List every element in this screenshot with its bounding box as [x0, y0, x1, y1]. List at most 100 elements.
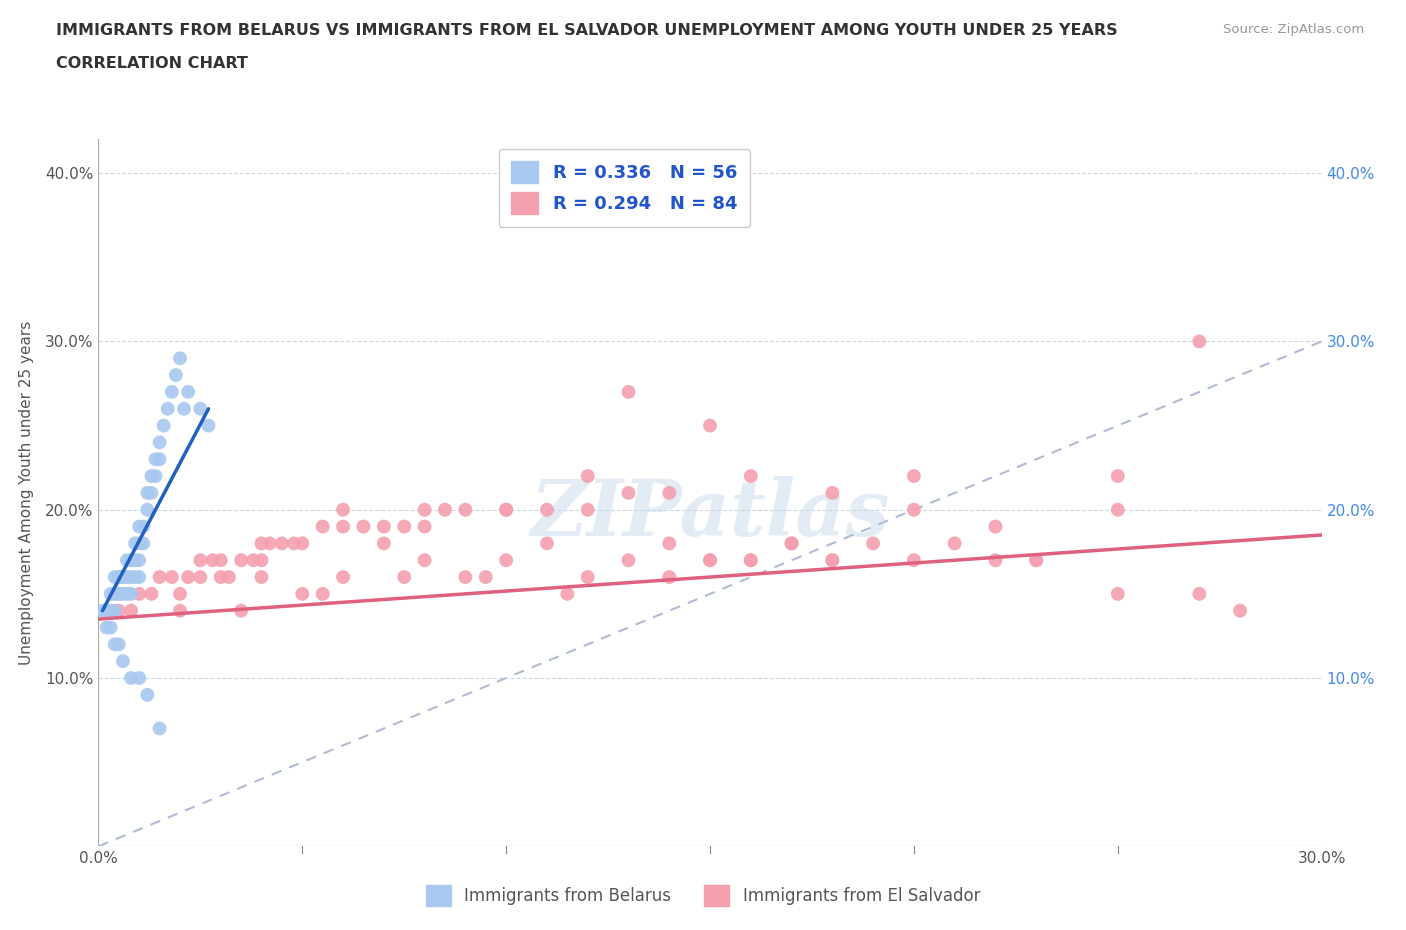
Point	[821, 552, 844, 567]
Point	[1025, 552, 1047, 567]
Point	[91, 604, 114, 618]
Point	[108, 569, 131, 584]
Point	[373, 536, 395, 551]
Point	[259, 536, 281, 551]
Point	[699, 418, 721, 433]
Point	[495, 502, 517, 517]
Point	[108, 569, 131, 584]
Point	[454, 502, 477, 517]
Legend: R = 0.336   N = 56, R = 0.294   N = 84: R = 0.336 N = 56, R = 0.294 N = 84	[499, 149, 749, 227]
Point	[160, 569, 183, 584]
Point	[188, 402, 212, 417]
Point	[740, 552, 762, 567]
Point	[1107, 587, 1129, 602]
Point	[283, 536, 305, 551]
Point	[120, 552, 142, 567]
Text: ZIPatlas: ZIPatlas	[530, 476, 890, 552]
Point	[145, 452, 167, 467]
Point	[984, 519, 1007, 534]
Point	[536, 536, 558, 551]
Point	[352, 519, 374, 534]
Point	[111, 569, 134, 584]
Point	[495, 502, 517, 517]
Point	[100, 587, 122, 602]
Point	[149, 452, 172, 467]
Point	[780, 536, 803, 551]
Point	[128, 569, 150, 584]
Point	[332, 569, 354, 584]
Point	[197, 418, 219, 433]
Point	[312, 587, 335, 602]
Point	[250, 552, 273, 567]
Point	[111, 654, 134, 669]
Point	[128, 671, 150, 685]
Point	[128, 587, 150, 602]
Point	[373, 519, 395, 534]
Point	[740, 469, 762, 484]
Point	[128, 536, 150, 551]
Point	[124, 536, 146, 551]
Point	[152, 418, 174, 433]
Point	[209, 552, 232, 567]
Point	[392, 569, 416, 584]
Point	[104, 637, 127, 652]
Point	[658, 536, 681, 551]
Point	[943, 536, 966, 551]
Point	[1188, 587, 1211, 602]
Point	[740, 552, 762, 567]
Point	[658, 569, 681, 584]
Point	[104, 569, 127, 584]
Point	[169, 604, 191, 618]
Point	[242, 552, 264, 567]
Point	[576, 469, 599, 484]
Point	[149, 569, 172, 584]
Point	[136, 687, 159, 702]
Point	[413, 502, 436, 517]
Point	[141, 485, 163, 500]
Point	[177, 569, 200, 584]
Text: IMMIGRANTS FROM BELARUS VS IMMIGRANTS FROM EL SALVADOR UNEMPLOYMENT AMONG YOUTH : IMMIGRANTS FROM BELARUS VS IMMIGRANTS FR…	[56, 23, 1118, 38]
Point	[1107, 469, 1129, 484]
Point	[141, 469, 163, 484]
Point	[617, 384, 640, 399]
Point	[115, 552, 138, 567]
Point	[111, 569, 134, 584]
Point	[124, 552, 146, 567]
Point	[250, 569, 273, 584]
Point	[617, 485, 640, 500]
Point	[1107, 502, 1129, 517]
Point	[128, 519, 150, 534]
Point	[136, 502, 159, 517]
Point	[903, 502, 925, 517]
Point	[658, 485, 681, 500]
Point	[132, 536, 155, 551]
Point	[120, 552, 142, 567]
Point	[108, 637, 131, 652]
Point	[104, 604, 127, 618]
Point	[495, 552, 517, 567]
Point	[120, 569, 142, 584]
Point	[188, 552, 212, 567]
Point	[699, 552, 721, 567]
Point	[108, 587, 131, 602]
Point	[218, 569, 240, 584]
Point	[903, 469, 925, 484]
Text: CORRELATION CHART: CORRELATION CHART	[56, 56, 247, 71]
Point	[141, 587, 163, 602]
Point	[821, 552, 844, 567]
Point	[120, 604, 142, 618]
Point	[270, 536, 294, 551]
Point	[149, 435, 172, 450]
Point	[120, 671, 142, 685]
Point	[1025, 552, 1047, 567]
Point	[576, 569, 599, 584]
Y-axis label: Unemployment Among Youth under 25 years: Unemployment Among Youth under 25 years	[18, 321, 34, 665]
Point	[576, 502, 599, 517]
Point	[177, 384, 200, 399]
Text: Source: ZipAtlas.com: Source: ZipAtlas.com	[1223, 23, 1364, 36]
Point	[96, 620, 118, 635]
Point	[115, 569, 138, 584]
Point	[100, 620, 122, 635]
Point	[231, 604, 253, 618]
Point	[188, 569, 212, 584]
